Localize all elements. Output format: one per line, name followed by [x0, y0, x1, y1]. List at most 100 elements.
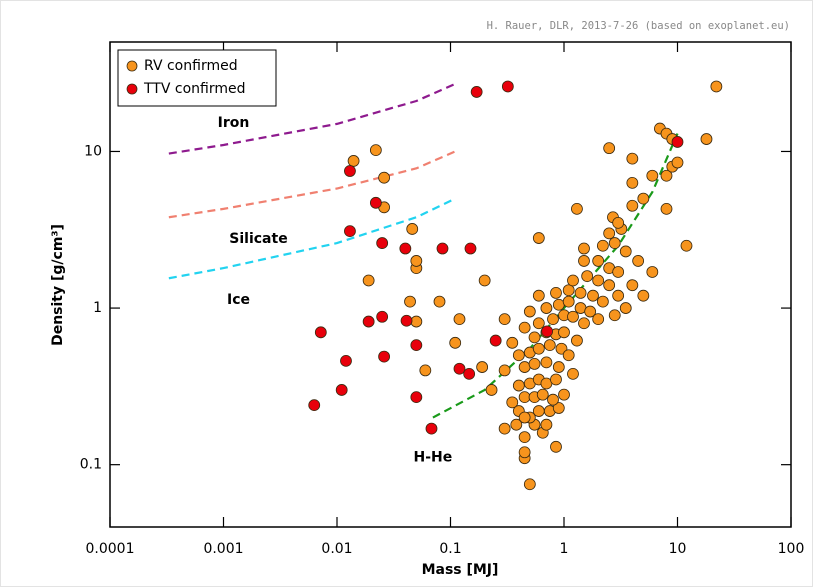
data-point	[550, 286, 562, 299]
model-curve	[168, 150, 456, 219]
data-point	[512, 379, 525, 392]
data-point	[344, 225, 356, 238]
data-point	[376, 237, 389, 249]
curve-label: H-He	[414, 450, 453, 466]
data-point	[543, 339, 556, 352]
data-point	[528, 331, 541, 344]
data-point	[626, 199, 639, 212]
data-point	[449, 336, 462, 349]
series	[308, 80, 684, 435]
data-point	[528, 358, 541, 370]
data-point	[646, 169, 659, 182]
data-point	[578, 317, 590, 330]
x-tick-label: 0.001	[203, 541, 243, 557]
legend-box	[117, 49, 277, 107]
data-point	[362, 274, 375, 287]
data-point	[523, 305, 536, 318]
data-point	[378, 171, 390, 184]
data-point	[532, 232, 545, 244]
data-point	[518, 321, 531, 334]
data-point	[547, 393, 559, 406]
y-tick-label: 1	[93, 300, 102, 316]
data-point	[637, 192, 650, 205]
data-point	[574, 286, 587, 299]
data-point	[410, 339, 423, 352]
data-point	[562, 284, 575, 297]
data-point	[571, 334, 583, 347]
x-tick-label: 0.01	[321, 541, 352, 557]
data-point	[347, 155, 360, 167]
data-point	[567, 274, 579, 287]
data-point	[410, 255, 423, 267]
data-point	[592, 313, 605, 326]
data-point	[470, 86, 483, 98]
data-point	[536, 388, 549, 401]
data-point	[540, 418, 553, 431]
model-curve	[168, 82, 456, 155]
x-axis-label: Mass [MJ]	[422, 562, 499, 578]
data-point	[498, 364, 511, 377]
data-point	[419, 364, 432, 377]
data-point	[612, 289, 625, 302]
data-point	[608, 237, 621, 249]
data-point	[425, 422, 438, 435]
curve-label: Silicate	[229, 231, 287, 247]
legend-marker	[126, 83, 138, 95]
data-point	[485, 384, 498, 396]
y-tick-label: 0.1	[80, 457, 102, 473]
data-point	[476, 361, 489, 373]
data-point	[512, 349, 525, 362]
data-point	[587, 289, 599, 302]
data-point	[660, 169, 673, 182]
data-point	[578, 255, 590, 267]
data-point	[362, 315, 375, 328]
curve-label: Iron	[218, 115, 250, 131]
data-point	[612, 216, 625, 229]
data-point	[518, 411, 531, 424]
data-point	[596, 295, 609, 308]
data-point	[369, 144, 382, 157]
data-point	[603, 279, 616, 292]
data-point	[498, 422, 511, 435]
data-point	[562, 295, 575, 308]
data-point	[619, 302, 632, 314]
legend-marker	[126, 60, 138, 72]
data-point	[584, 305, 597, 318]
data-point	[646, 266, 659, 278]
data-point	[612, 266, 625, 278]
data-point	[314, 326, 327, 339]
data-point	[523, 478, 536, 491]
data-point	[660, 202, 673, 215]
data-point	[567, 367, 579, 380]
data-point	[552, 361, 565, 373]
data-point	[671, 156, 684, 169]
data-point	[550, 440, 562, 453]
data-point	[637, 289, 650, 302]
legend-label: RV confirmed	[144, 58, 238, 74]
data-point	[532, 317, 545, 330]
legend: RV confirmed TTV confirmed	[117, 49, 277, 107]
data-point	[603, 227, 616, 240]
data-point	[619, 245, 632, 258]
data-point	[552, 298, 565, 311]
data-point	[567, 310, 579, 323]
data-point	[558, 388, 570, 401]
data-point	[410, 315, 423, 328]
data-point	[489, 334, 502, 347]
y-tick-label: 10	[84, 143, 102, 159]
data-point	[626, 279, 639, 292]
data-point	[433, 295, 446, 308]
data-point	[578, 242, 590, 255]
data-point	[540, 356, 553, 369]
legend-label: TTV confirmed	[143, 81, 246, 97]
model-curve	[168, 197, 456, 280]
data-point	[453, 362, 466, 375]
data-point	[592, 255, 605, 267]
data-point	[406, 223, 419, 235]
data-point	[400, 314, 413, 327]
data-point	[518, 391, 531, 404]
data-point	[308, 399, 321, 412]
data-point	[344, 165, 356, 177]
